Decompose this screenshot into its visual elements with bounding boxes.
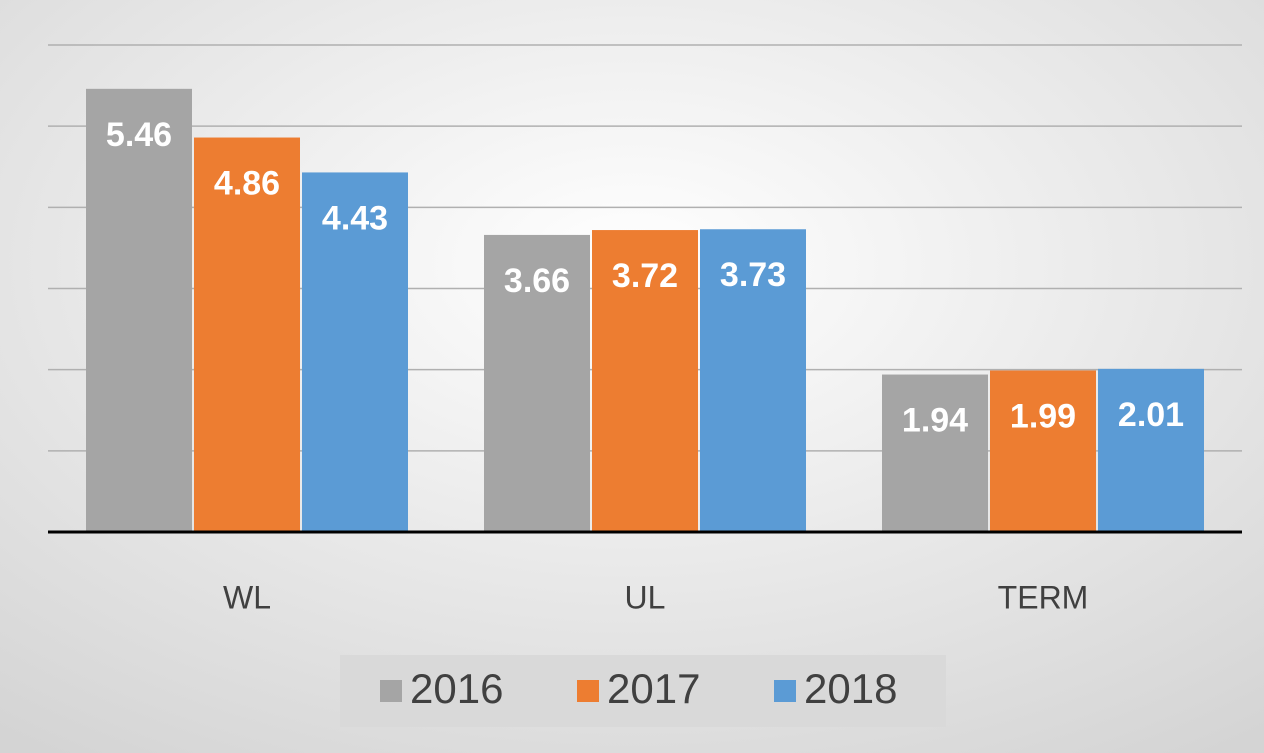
- bar: [86, 88, 192, 532]
- legend-label: 2016: [410, 665, 503, 712]
- data-label: 4.86: [214, 165, 280, 203]
- x-tick-label: WL: [223, 579, 271, 615]
- x-tick-label: UL: [625, 579, 666, 615]
- legend-swatch: [577, 680, 599, 702]
- legend-box: [340, 655, 946, 727]
- x-tick-label: TERM: [998, 579, 1089, 615]
- data-label: 3.66: [504, 262, 570, 300]
- data-label: 5.46: [106, 116, 172, 154]
- bar: [302, 172, 408, 532]
- bar: [484, 234, 590, 532]
- bar: [990, 370, 1096, 532]
- legend-label: 2017: [607, 665, 700, 712]
- legend-swatch: [774, 680, 796, 702]
- data-label: 4.43: [322, 199, 388, 237]
- bar: [592, 230, 698, 532]
- bar: [882, 374, 988, 532]
- data-label: 3.72: [612, 257, 678, 295]
- data-label: 1.99: [1010, 397, 1076, 435]
- data-label: 3.73: [720, 256, 786, 294]
- data-label: 2.01: [1118, 396, 1184, 434]
- bar: [1098, 368, 1204, 532]
- data-label: 1.94: [902, 402, 968, 440]
- legend-label: 2018: [804, 665, 897, 712]
- bar: [194, 137, 300, 532]
- legend-swatch: [380, 680, 402, 702]
- bar: [700, 229, 806, 532]
